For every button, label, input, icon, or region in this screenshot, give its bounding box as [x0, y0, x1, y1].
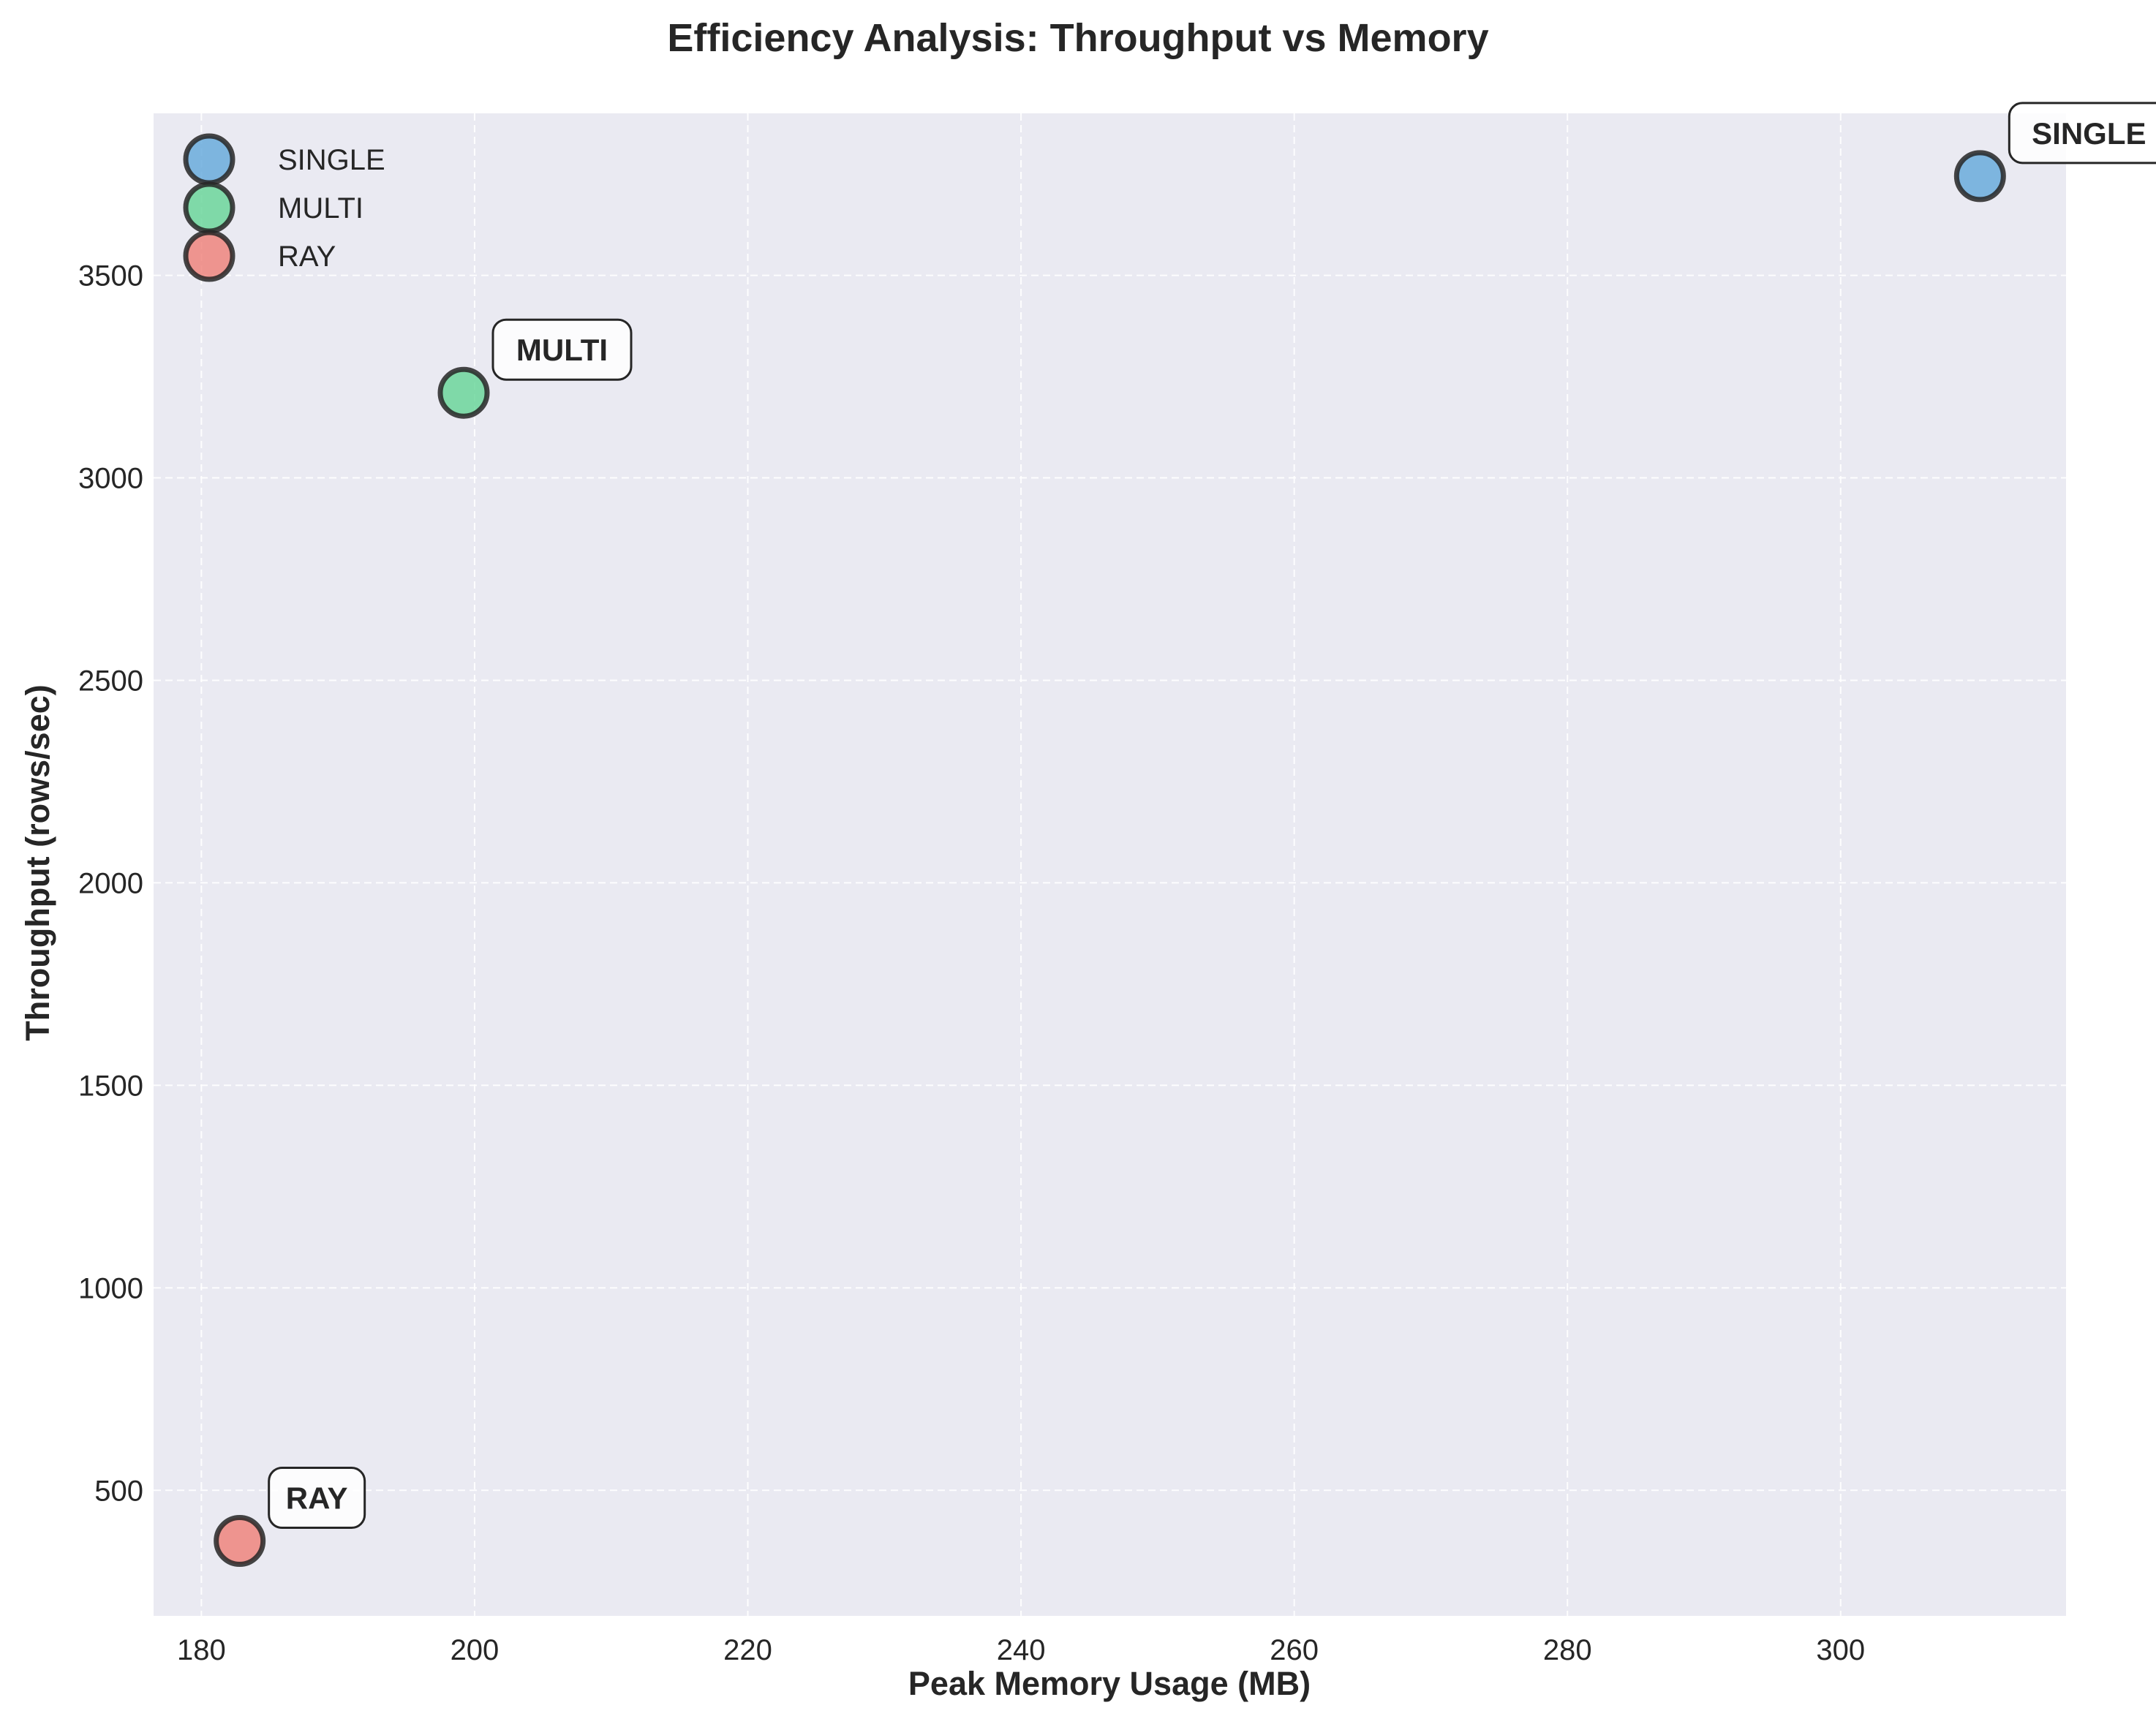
x-tick-label: 260: [1270, 1634, 1319, 1666]
legend-marker-ray: [183, 230, 235, 282]
x-tick-label: 300: [1816, 1634, 1865, 1666]
x-tick-label: 280: [1543, 1634, 1592, 1666]
y-axis-label: Throughput (rows/sec): [19, 684, 56, 1041]
data-point-single: [1953, 150, 2006, 203]
plot-area: [154, 113, 2066, 1616]
annotation-box-multi: [491, 318, 633, 381]
x-tick-label: 200: [451, 1634, 500, 1666]
legend-marker-multi: [183, 181, 235, 234]
tick-labels: 180 200 220 240 260 280 300 500 1000 1500 2000 2500…: [78, 260, 1865, 1666]
annotation-label-ray: RAY: [286, 1481, 348, 1516]
x-tick-label: 220: [723, 1634, 772, 1666]
annotation-label-multi: MULTI: [516, 333, 608, 367]
data-point-multi: [437, 366, 490, 419]
data-points: [214, 150, 2006, 1568]
x-tick-label: 180: [177, 1634, 226, 1666]
data-point-ray: [214, 1515, 266, 1568]
legend: SINGLE MULTI RAY: [183, 133, 385, 282]
grid-lines: [154, 113, 2066, 1616]
y-tick-label: 500: [94, 1475, 143, 1507]
y-tick-label: 3500: [78, 260, 143, 292]
legend-label-ray: RAY: [278, 241, 336, 273]
y-tick-label: 2000: [78, 867, 143, 899]
legend-label-single: SINGLE: [278, 144, 385, 176]
annotation-box-single: [2008, 102, 2156, 165]
point-annotations: SINGLE MULTI RAY: [268, 102, 2156, 1530]
x-axis-label: Peak Memory Usage (MB): [908, 1665, 1311, 1702]
legend-marker-single: [183, 133, 235, 186]
annotation-label-single: SINGLE: [2032, 116, 2146, 151]
legend-label-multi: MULTI: [278, 192, 363, 224]
chart-title: Efficiency Analysis: Throughput vs Memor…: [667, 16, 1488, 60]
annotation-box-ray: [268, 1467, 366, 1530]
y-tick-label: 1500: [78, 1070, 143, 1102]
y-tick-label: 1000: [78, 1272, 143, 1304]
y-tick-label: 2500: [78, 665, 143, 697]
x-tick-label: 240: [997, 1634, 1046, 1666]
y-tick-label: 3000: [78, 463, 143, 495]
